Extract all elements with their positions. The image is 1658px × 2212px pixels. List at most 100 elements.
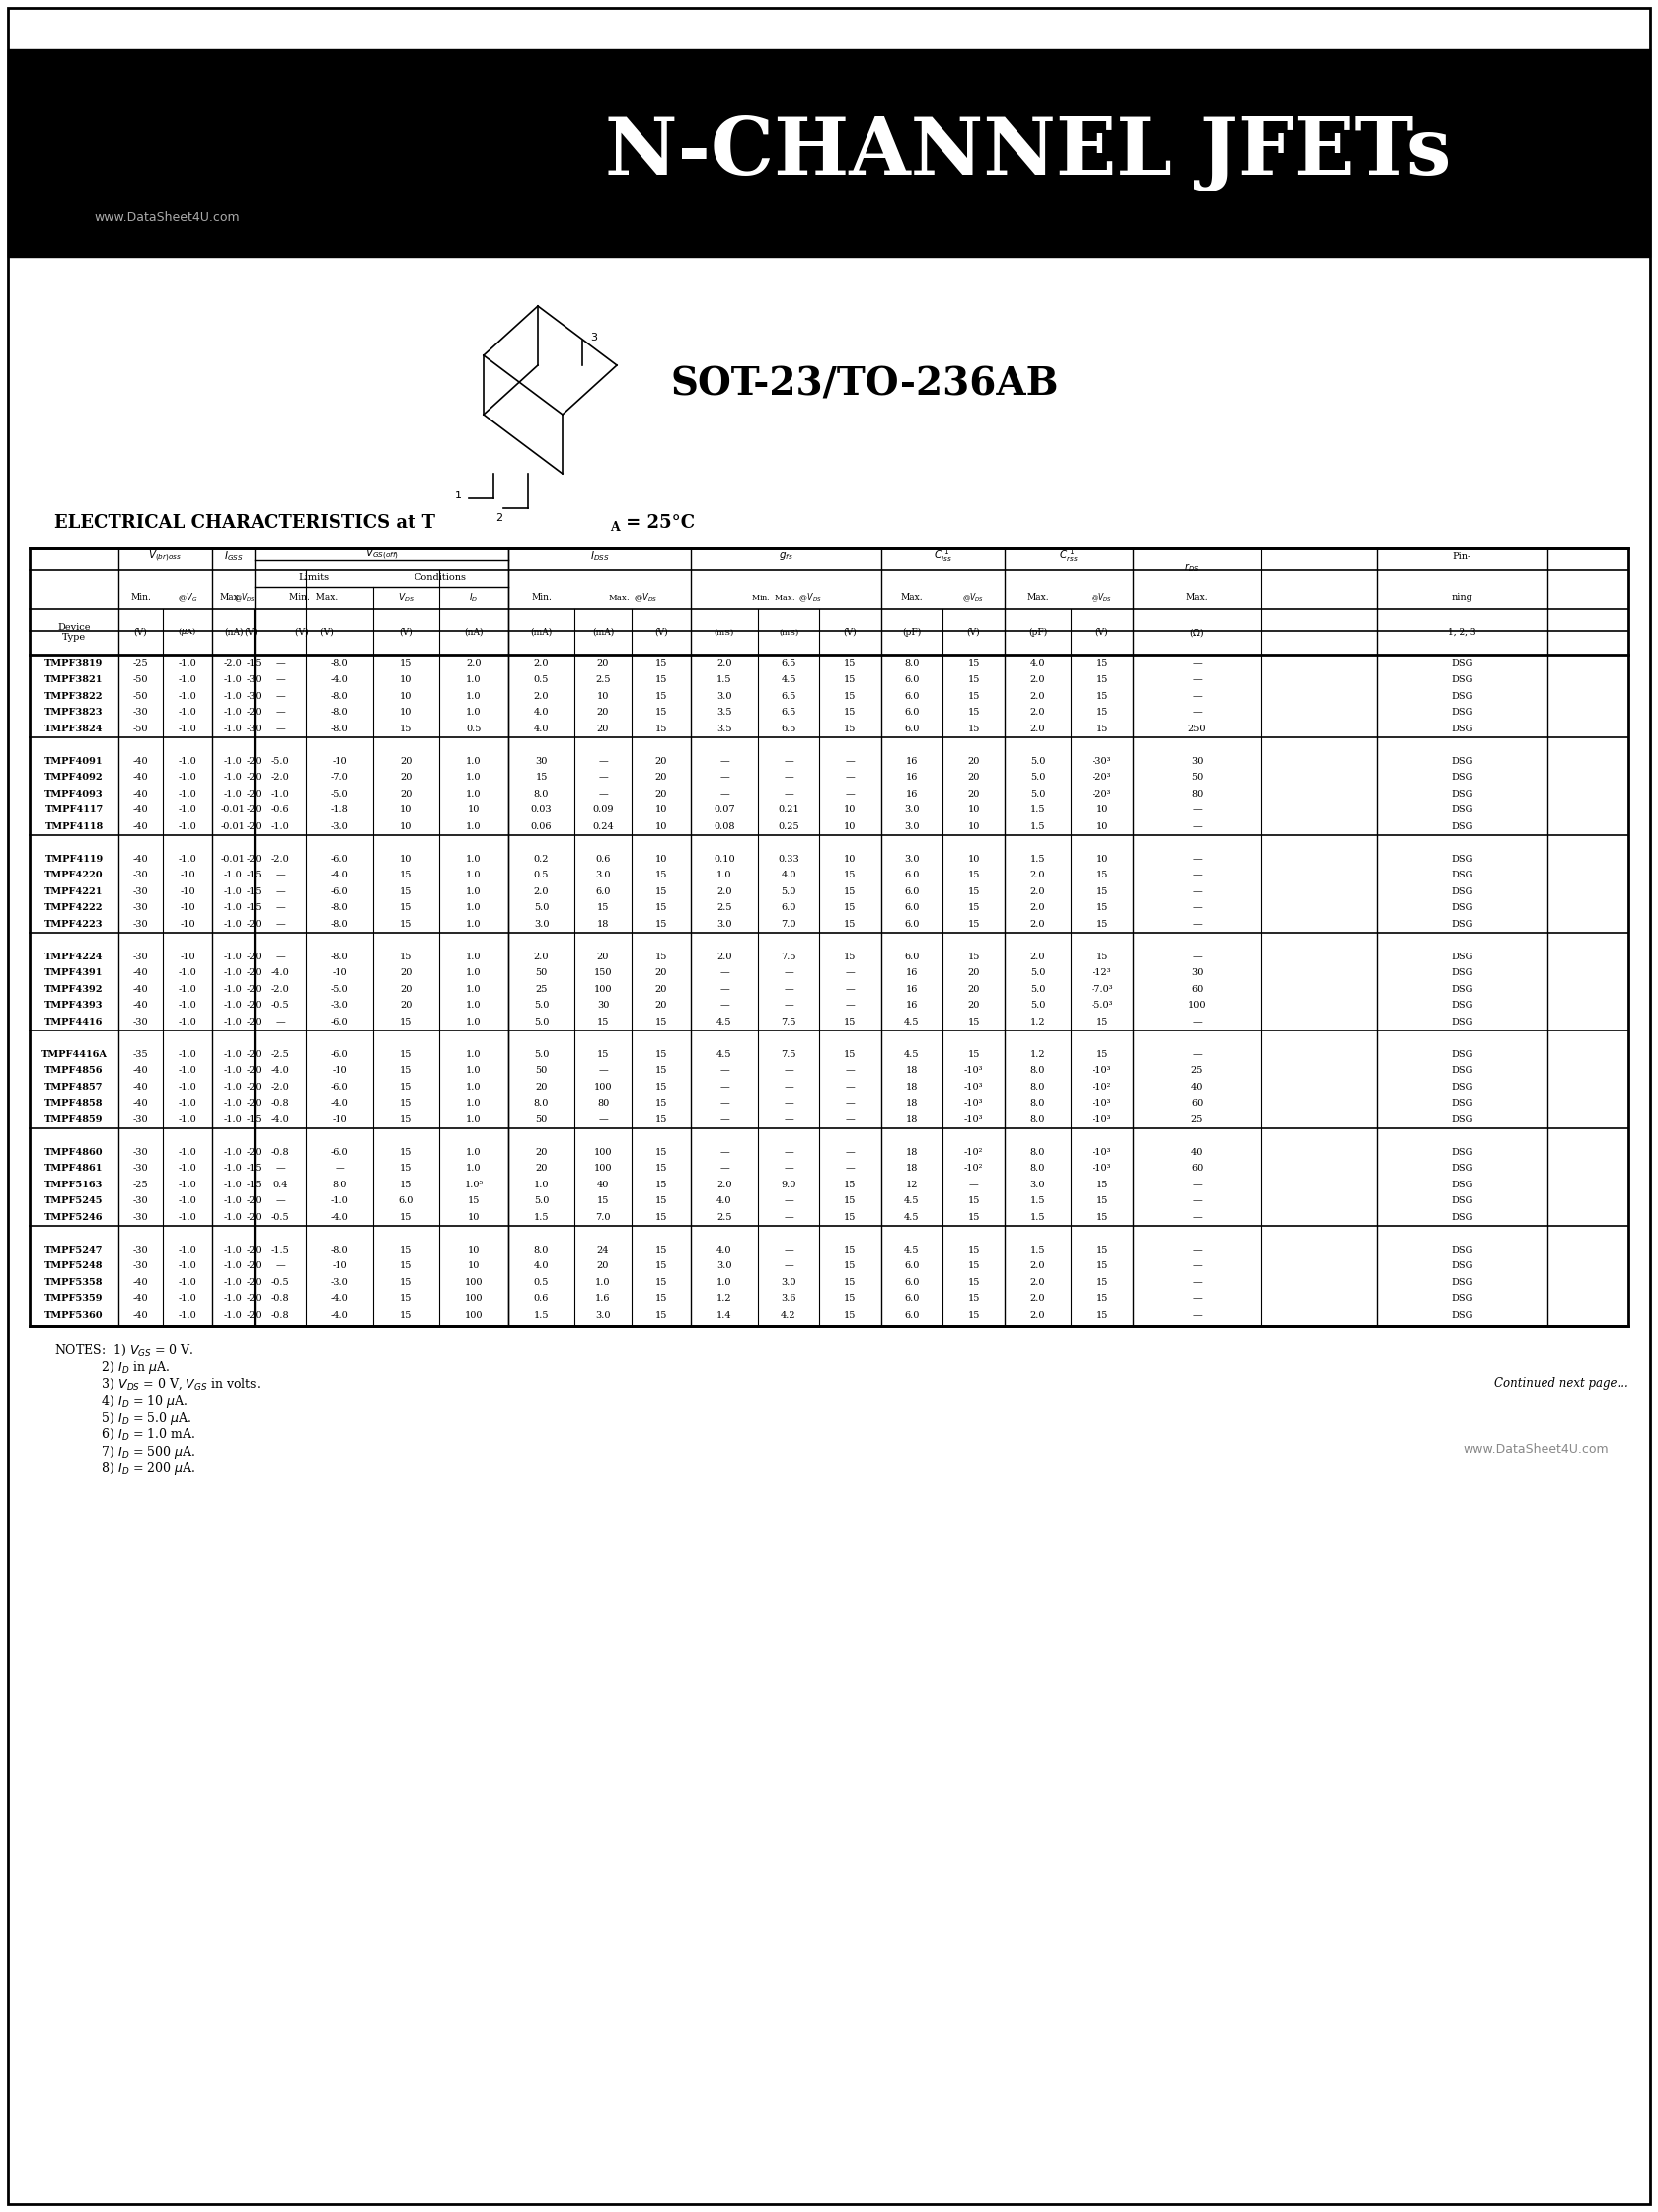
Text: 15: 15 xyxy=(968,1212,980,1221)
Text: -1.8: -1.8 xyxy=(330,805,348,814)
Text: 3.6: 3.6 xyxy=(781,1294,796,1303)
Text: 2.0: 2.0 xyxy=(534,692,549,701)
Text: (nA): (nA) xyxy=(224,628,244,637)
Text: 15: 15 xyxy=(400,1099,413,1108)
Text: -7.0³: -7.0³ xyxy=(1091,984,1113,993)
Text: 15: 15 xyxy=(1096,1310,1108,1318)
Text: TMPF4118: TMPF4118 xyxy=(45,823,103,832)
Text: 15: 15 xyxy=(844,1310,856,1318)
Text: —: — xyxy=(599,1066,608,1075)
Text: 1.5: 1.5 xyxy=(1030,1197,1046,1206)
Text: 6.0: 6.0 xyxy=(904,872,920,880)
Text: —: — xyxy=(784,774,793,783)
Text: 15: 15 xyxy=(655,1115,667,1124)
Text: 15: 15 xyxy=(1096,872,1108,880)
Text: -1.0: -1.0 xyxy=(179,708,197,717)
Text: 1.5: 1.5 xyxy=(1030,1245,1046,1254)
Text: 8.0: 8.0 xyxy=(1030,1082,1045,1091)
Text: (mA): (mA) xyxy=(531,628,552,637)
Text: 5) $I_D$ = 5.0 $\mu$A.: 5) $I_D$ = 5.0 $\mu$A. xyxy=(55,1409,192,1427)
Text: —: — xyxy=(1192,1261,1202,1270)
Text: -4.0: -4.0 xyxy=(330,1212,348,1221)
Text: DSG: DSG xyxy=(1451,902,1474,911)
Text: 15: 15 xyxy=(400,1181,413,1190)
Text: Conditions: Conditions xyxy=(414,573,468,582)
Text: -3.0: -3.0 xyxy=(330,1002,348,1011)
Text: 15: 15 xyxy=(655,1099,667,1108)
Text: -20: -20 xyxy=(247,790,262,799)
Text: 15: 15 xyxy=(968,1018,980,1026)
Text: 1.0: 1.0 xyxy=(466,872,481,880)
Text: -4.0: -4.0 xyxy=(270,969,290,978)
Text: TMPF3822: TMPF3822 xyxy=(45,692,103,701)
Text: 1.5: 1.5 xyxy=(534,1310,549,1318)
Text: -10³: -10³ xyxy=(963,1066,983,1075)
Text: -40: -40 xyxy=(133,1002,148,1011)
Text: -20: -20 xyxy=(247,1294,262,1303)
Text: 3.0: 3.0 xyxy=(716,920,733,929)
Text: 60: 60 xyxy=(1190,1099,1204,1108)
Text: 15: 15 xyxy=(400,1245,413,1254)
Text: 8.0: 8.0 xyxy=(1030,1148,1045,1157)
Text: TMPF4393: TMPF4393 xyxy=(45,1002,103,1011)
Text: 1.0: 1.0 xyxy=(466,1164,481,1172)
Text: 10: 10 xyxy=(468,1245,479,1254)
Text: 15: 15 xyxy=(968,1051,980,1060)
Text: -1.0: -1.0 xyxy=(224,1018,242,1026)
Text: Max.: Max. xyxy=(1185,593,1209,602)
Text: 4) $I_D$ = 10 $\mu$A.: 4) $I_D$ = 10 $\mu$A. xyxy=(55,1394,187,1409)
Text: Min.: Min. xyxy=(531,593,552,602)
Text: -0.8: -0.8 xyxy=(272,1294,290,1303)
Text: -1.0: -1.0 xyxy=(179,692,197,701)
Text: —: — xyxy=(1192,1181,1202,1190)
Text: 15: 15 xyxy=(1096,1197,1108,1206)
Text: 1.0⁵: 1.0⁵ xyxy=(464,1181,482,1190)
Text: 15: 15 xyxy=(400,659,413,668)
Text: -4.0: -4.0 xyxy=(330,1294,348,1303)
Text: —: — xyxy=(1192,854,1202,863)
Text: -2.0: -2.0 xyxy=(270,1082,290,1091)
Text: 10: 10 xyxy=(968,823,980,832)
Text: Min.  Max.  @$V_{DS}$: Min. Max. @$V_{DS}$ xyxy=(751,593,821,604)
Text: 0.03: 0.03 xyxy=(531,805,552,814)
Text: -8.0: -8.0 xyxy=(330,659,348,668)
Text: 100: 100 xyxy=(464,1294,482,1303)
Text: 4.0: 4.0 xyxy=(534,708,549,717)
Text: 2.0: 2.0 xyxy=(466,659,481,668)
Text: -40: -40 xyxy=(133,1279,148,1287)
Text: 15: 15 xyxy=(844,1261,856,1270)
Text: 15: 15 xyxy=(844,1245,856,1254)
Text: -0.8: -0.8 xyxy=(272,1310,290,1318)
Text: $g_{fs}$: $g_{fs}$ xyxy=(779,551,794,562)
Text: (V): (V) xyxy=(655,628,668,637)
Text: 100: 100 xyxy=(464,1279,482,1287)
Text: 10: 10 xyxy=(400,854,413,863)
Text: TMPF4092: TMPF4092 xyxy=(45,774,103,783)
Text: -20: -20 xyxy=(247,805,262,814)
Text: —: — xyxy=(1192,692,1202,701)
Text: 6.0: 6.0 xyxy=(904,920,920,929)
Text: 1.0: 1.0 xyxy=(466,1051,481,1060)
Text: -10: -10 xyxy=(179,951,196,962)
Text: DSG: DSG xyxy=(1451,984,1474,993)
Text: -12³: -12³ xyxy=(1093,969,1111,978)
Text: 5.0: 5.0 xyxy=(1030,774,1045,783)
Text: —: — xyxy=(846,1148,856,1157)
Text: TMPF4222: TMPF4222 xyxy=(45,902,103,911)
Text: 4.0: 4.0 xyxy=(716,1245,733,1254)
Text: 0.4: 0.4 xyxy=(272,1181,288,1190)
Text: 15: 15 xyxy=(844,708,856,717)
Text: DSG: DSG xyxy=(1451,1294,1474,1303)
Text: TMPF5246: TMPF5246 xyxy=(45,1212,103,1221)
Text: -1.0: -1.0 xyxy=(179,1099,197,1108)
Text: —: — xyxy=(1192,1245,1202,1254)
Text: DSG: DSG xyxy=(1451,1164,1474,1172)
Text: 0.6: 0.6 xyxy=(595,854,610,863)
Text: —: — xyxy=(275,902,285,911)
Text: $C_{iss}^{\ 1}$: $C_{iss}^{\ 1}$ xyxy=(933,546,952,564)
Text: 1: 1 xyxy=(454,491,463,500)
Text: -10³: -10³ xyxy=(963,1115,983,1124)
Text: -10: -10 xyxy=(332,969,347,978)
Text: 2.5: 2.5 xyxy=(595,675,610,684)
Text: 16: 16 xyxy=(905,984,919,993)
